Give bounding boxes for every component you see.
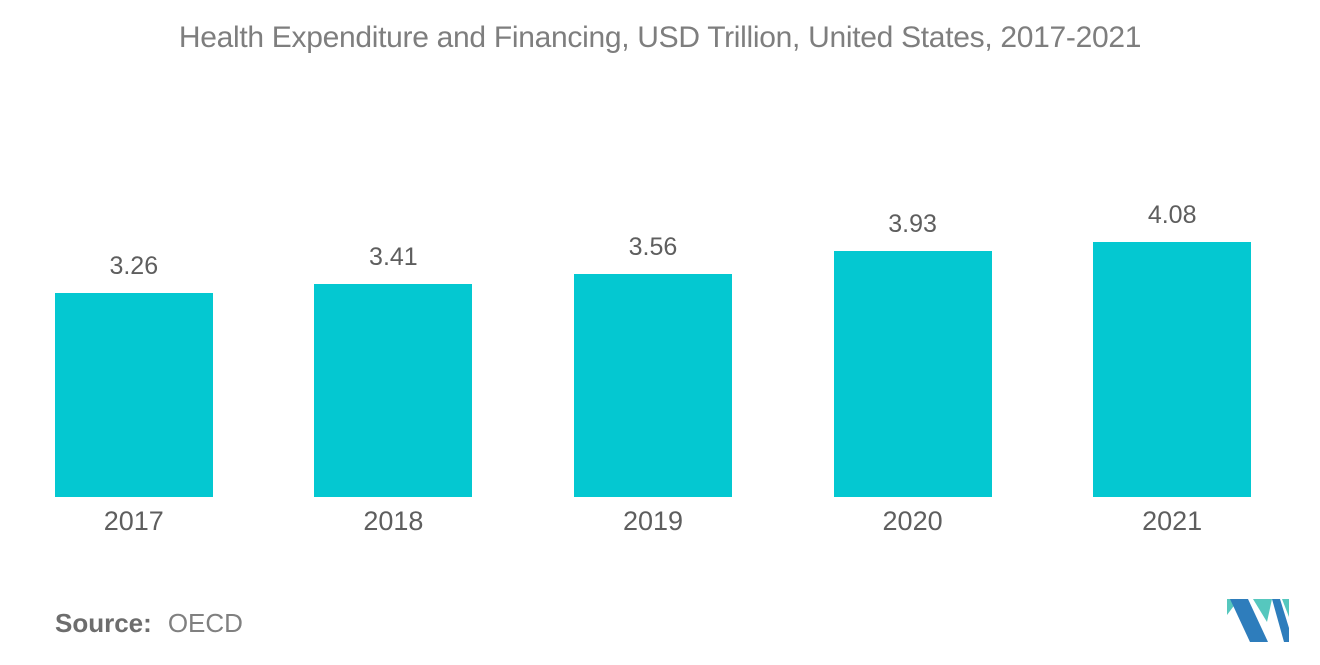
bar-value-label: 3.93: [888, 210, 937, 238]
logo-teal-triangle-middle: [1253, 599, 1272, 622]
plot-area: 3.26 3.41 3.56 3.93 4.08: [4, 167, 1302, 497]
bar-group-2019: 3.56: [523, 233, 783, 497]
source-note: Source: OECD: [55, 608, 243, 639]
mordor-intelligence-logo: [1227, 599, 1289, 642]
bar-group-2018: 3.41: [264, 243, 524, 497]
source-value: OECD: [167, 608, 243, 638]
bar-2020: [833, 251, 992, 497]
logo-blue-stroke-left: [1230, 599, 1268, 642]
bar-value-label: 3.41: [369, 243, 418, 271]
x-axis-labels: 2017 2018 2019 2020 2021: [4, 506, 1302, 537]
x-tick-label-2020: 2020: [882, 506, 943, 536]
bar-group-2021: 4.08: [1042, 201, 1302, 497]
x-tick-label-2021: 2021: [1142, 506, 1203, 536]
source-label: Source:: [55, 608, 152, 638]
x-tick-label-2019: 2019: [622, 506, 684, 536]
bar-2021: [1093, 242, 1252, 497]
bar-group-2017: 3.26: [4, 252, 264, 497]
bar-group-2020: 3.93: [783, 210, 1043, 497]
x-tick-label-2017: 2017: [103, 506, 164, 536]
bar-value-label: 3.26: [109, 252, 159, 280]
logo-blue-stroke-right: [1272, 599, 1289, 642]
bar-value-label: 3.56: [628, 233, 678, 261]
x-tick-label-2018: 2018: [363, 506, 424, 536]
logo-teal-triangle-right: [1282, 599, 1289, 617]
bar-2019: [573, 274, 732, 497]
bar-2017: [54, 293, 213, 497]
bar-value-label: 4.08: [1147, 201, 1197, 229]
chart-title: Health Expenditure and Financing, USD Tr…: [178, 21, 1142, 54]
bar-2018: [314, 284, 473, 497]
